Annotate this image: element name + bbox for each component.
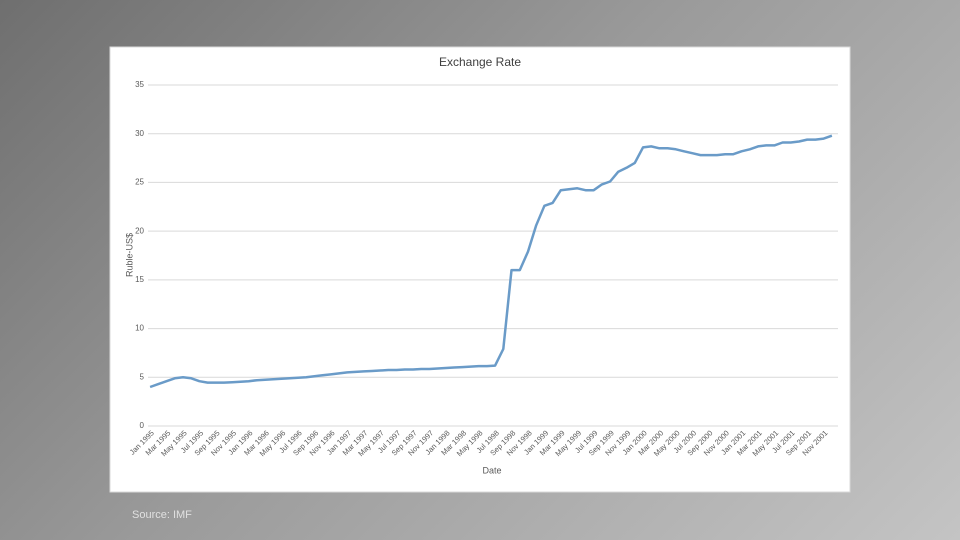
y-tick-label: 5: [140, 372, 145, 381]
y-tick-label: 15: [135, 275, 144, 284]
y-tick-label: 0: [140, 421, 145, 430]
data-line: [149, 134, 833, 389]
y-tick-label: 20: [135, 226, 144, 235]
y-tick-label: 30: [135, 129, 144, 138]
source-note: Source: IMF: [132, 509, 192, 521]
y-tick-label: 10: [135, 324, 144, 333]
y-axis-title: Ruble-US$: [124, 233, 134, 277]
chart-title: Exchange Rate: [439, 55, 521, 69]
x-axis-title: Date: [482, 465, 501, 475]
y-tick-label: 35: [135, 80, 144, 89]
y-tick-label: 25: [135, 178, 144, 187]
chart-area: [109, 46, 851, 493]
